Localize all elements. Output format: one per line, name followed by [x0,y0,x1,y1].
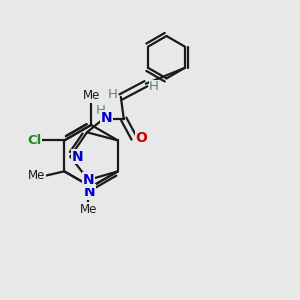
Text: H: H [149,80,159,93]
Text: O: O [136,131,147,145]
Text: Me: Me [80,203,97,216]
Text: H: H [108,88,118,100]
Text: Cl: Cl [27,134,41,147]
Text: Me: Me [28,169,46,182]
Text: N: N [84,185,95,199]
Text: H: H [95,104,105,117]
Text: N: N [72,150,83,164]
Text: N: N [82,173,94,187]
Text: N: N [100,111,112,124]
Text: Me: Me [82,89,100,102]
